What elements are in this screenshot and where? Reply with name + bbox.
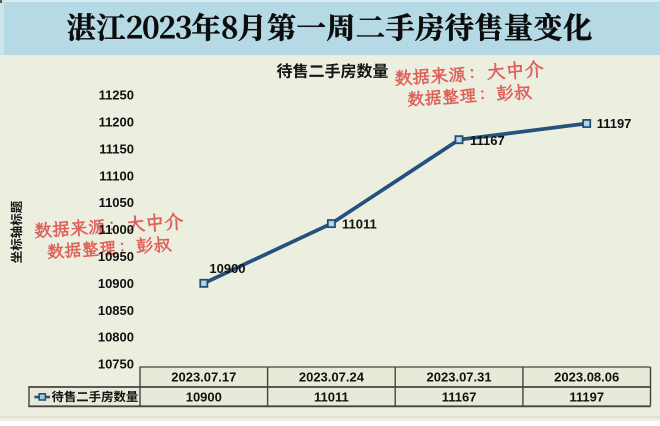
- svg-text:11250: 11250: [99, 88, 134, 103]
- svg-text:10900: 10900: [98, 276, 134, 291]
- svg-text:2023.07.17: 2023.07.17: [171, 370, 236, 385]
- svg-text:11197: 11197: [597, 116, 632, 131]
- svg-text:11011: 11011: [342, 216, 377, 231]
- svg-text:11000: 11000: [99, 222, 134, 237]
- svg-text:10850: 10850: [98, 303, 134, 318]
- svg-text:11167: 11167: [442, 390, 477, 405]
- svg-text:10900: 10900: [209, 261, 245, 276]
- svg-text:11197: 11197: [569, 390, 604, 405]
- svg-text:2023.08.06: 2023.08.06: [554, 370, 619, 385]
- svg-text:10800: 10800: [98, 330, 134, 345]
- svg-text:10950: 10950: [98, 249, 134, 264]
- svg-text:2023.07.24: 2023.07.24: [299, 370, 365, 385]
- svg-text:11167: 11167: [470, 133, 505, 148]
- svg-text:2023.07.31: 2023.07.31: [427, 370, 492, 385]
- svg-text:11150: 11150: [99, 141, 134, 156]
- svg-text:11050: 11050: [99, 195, 134, 210]
- svg-text:10750: 10750: [98, 357, 134, 372]
- svg-text:11011: 11011: [314, 390, 349, 405]
- svg-text:11200: 11200: [99, 114, 134, 129]
- svg-text:11100: 11100: [99, 168, 134, 183]
- svg-text:10900: 10900: [186, 390, 222, 405]
